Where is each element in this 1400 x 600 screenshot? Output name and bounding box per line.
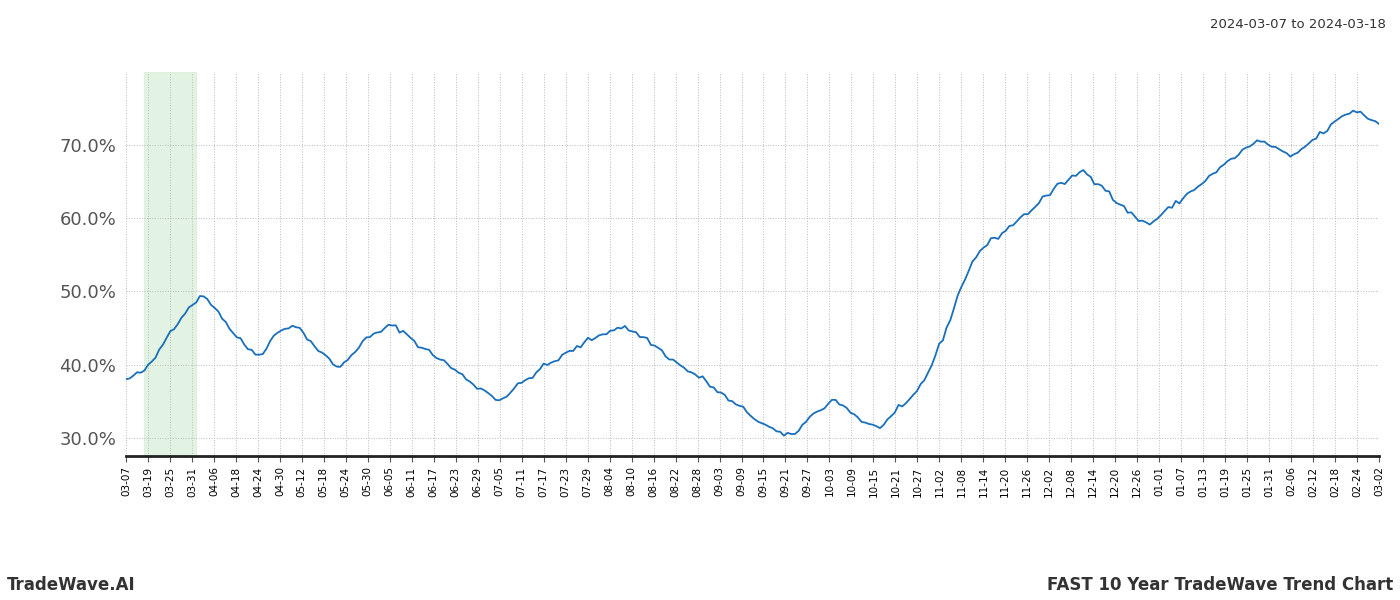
Text: FAST 10 Year TradeWave Trend Chart: FAST 10 Year TradeWave Trend Chart [1047,576,1393,594]
Text: TradeWave.AI: TradeWave.AI [7,576,136,594]
Bar [144,72,196,456]
Text: 2024-03-07 to 2024-03-18: 2024-03-07 to 2024-03-18 [1210,18,1386,31]
